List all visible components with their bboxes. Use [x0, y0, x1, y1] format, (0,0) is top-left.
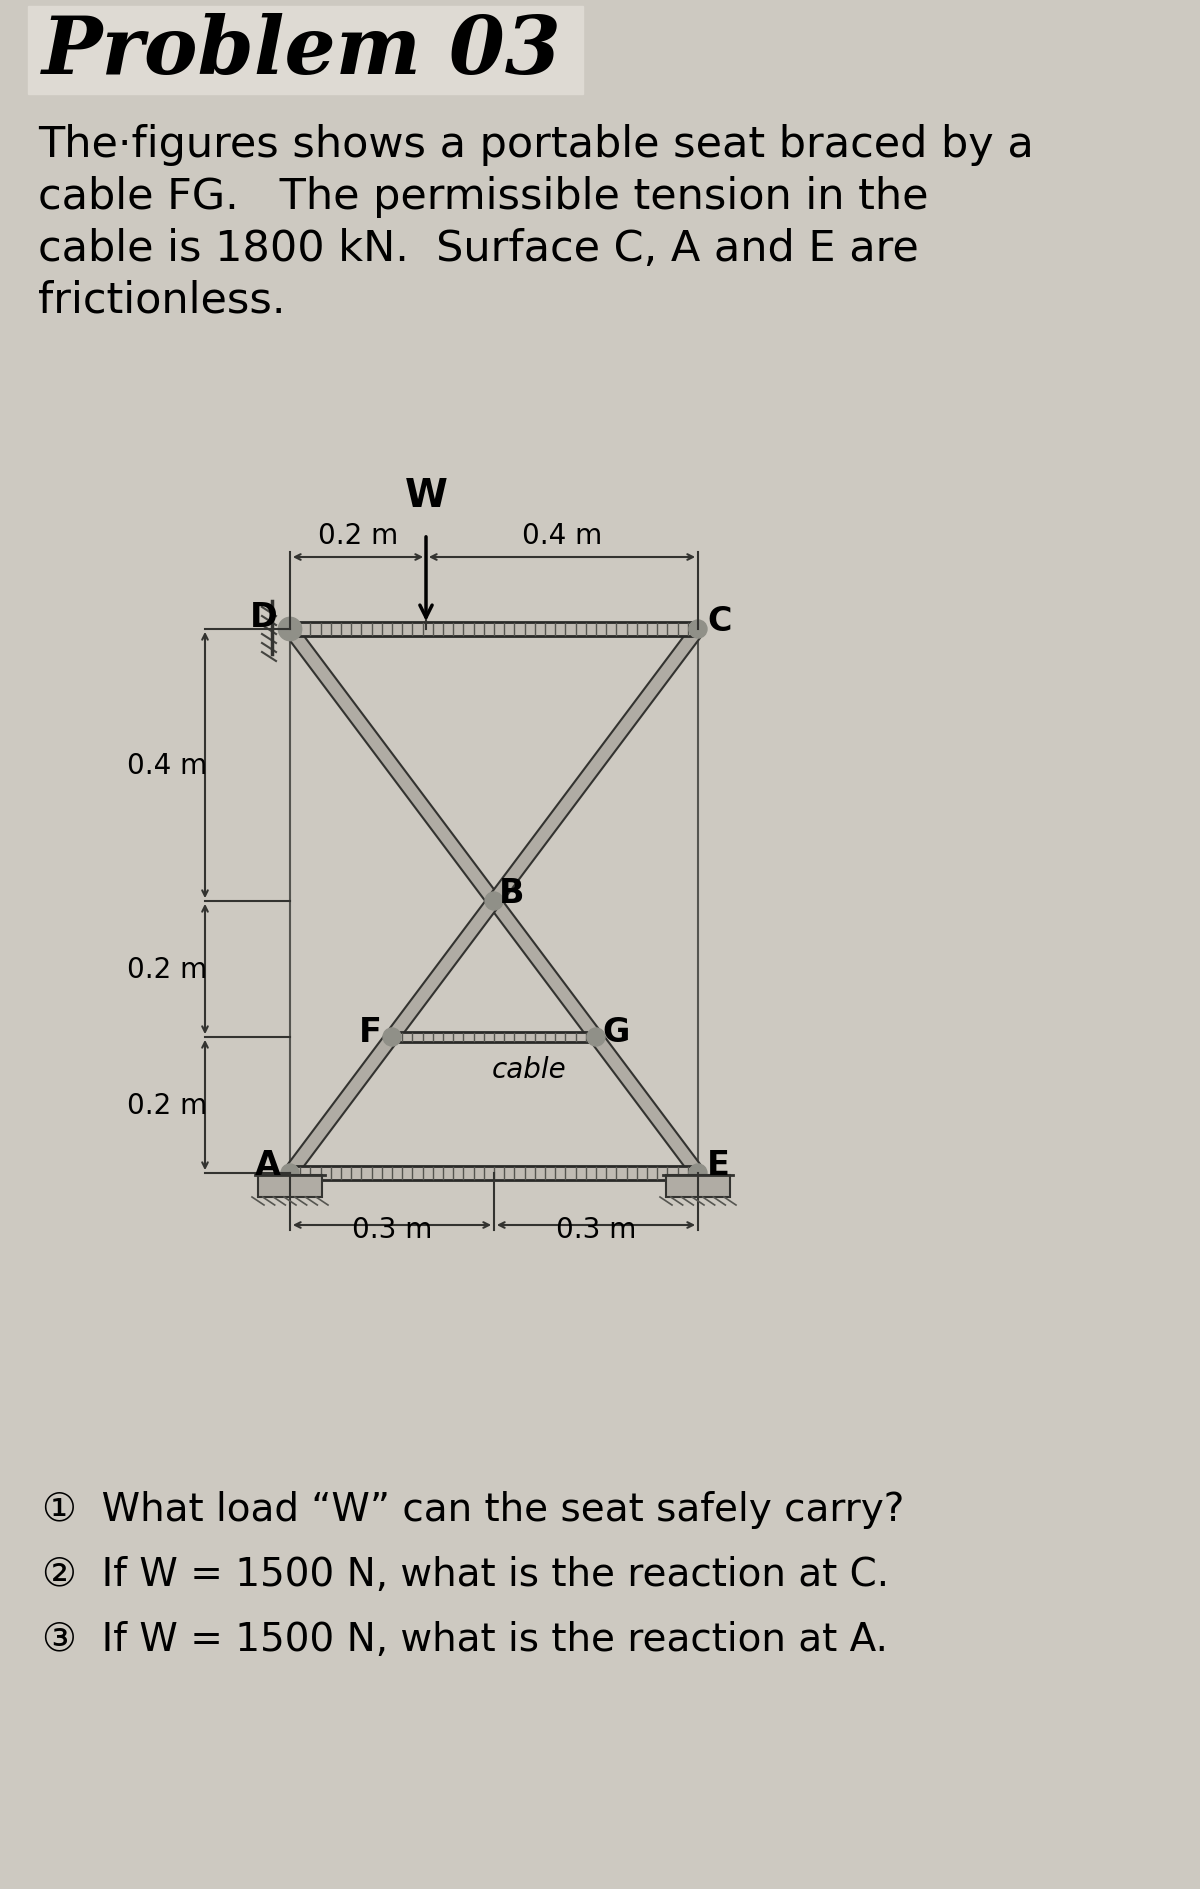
Polygon shape [284, 625, 703, 1177]
Polygon shape [290, 623, 698, 637]
Circle shape [281, 1164, 299, 1183]
Bar [28, 8, 583, 94]
Bar [666, 1175, 730, 1198]
Circle shape [485, 892, 503, 910]
Text: cable FG.   The permissible tension in the: cable FG. The permissible tension in the [38, 176, 929, 217]
Text: 0.4 m: 0.4 m [127, 752, 208, 780]
Text: cable: cable [492, 1056, 566, 1084]
Text: A: A [256, 1149, 281, 1183]
Text: C: C [708, 604, 732, 638]
Circle shape [278, 620, 301, 640]
Bar [258, 1175, 322, 1198]
Circle shape [689, 621, 707, 638]
Text: B: B [499, 876, 524, 910]
Text: frictionless.: frictionless. [38, 280, 286, 321]
Text: Problem 03: Problem 03 [42, 13, 562, 91]
Text: W: W [404, 476, 448, 514]
Circle shape [281, 621, 299, 638]
Text: ②  If W = 1500 N, what is the reaction at C.: ② If W = 1500 N, what is the reaction at… [42, 1555, 889, 1592]
Circle shape [587, 1028, 605, 1047]
Polygon shape [290, 1166, 698, 1181]
Text: cable is 1800 kN.  Surface C, A and E are: cable is 1800 kN. Surface C, A and E are [38, 229, 919, 270]
Text: 0.2 m: 0.2 m [318, 521, 398, 550]
Text: E: E [707, 1149, 730, 1183]
Text: 0.2 m: 0.2 m [127, 956, 208, 984]
Circle shape [383, 1028, 401, 1047]
Text: 0.4 m: 0.4 m [522, 521, 602, 550]
Text: D: D [250, 601, 278, 635]
Text: F: F [359, 1016, 382, 1048]
Text: 0.2 m: 0.2 m [127, 1092, 208, 1120]
Polygon shape [392, 1033, 596, 1043]
Text: The·figures shows a portable seat braced by a: The·figures shows a portable seat braced… [38, 125, 1033, 166]
Text: 0.3 m: 0.3 m [352, 1215, 432, 1243]
Text: ③  If W = 1500 N, what is the reaction at A.: ③ If W = 1500 N, what is the reaction at… [42, 1621, 888, 1659]
Circle shape [689, 1164, 707, 1183]
Polygon shape [284, 625, 703, 1177]
Text: G: G [602, 1016, 630, 1048]
Text: ①  What load “W” can the seat safely carry?: ① What load “W” can the seat safely carr… [42, 1490, 905, 1528]
Text: 0.3 m: 0.3 m [556, 1215, 636, 1243]
